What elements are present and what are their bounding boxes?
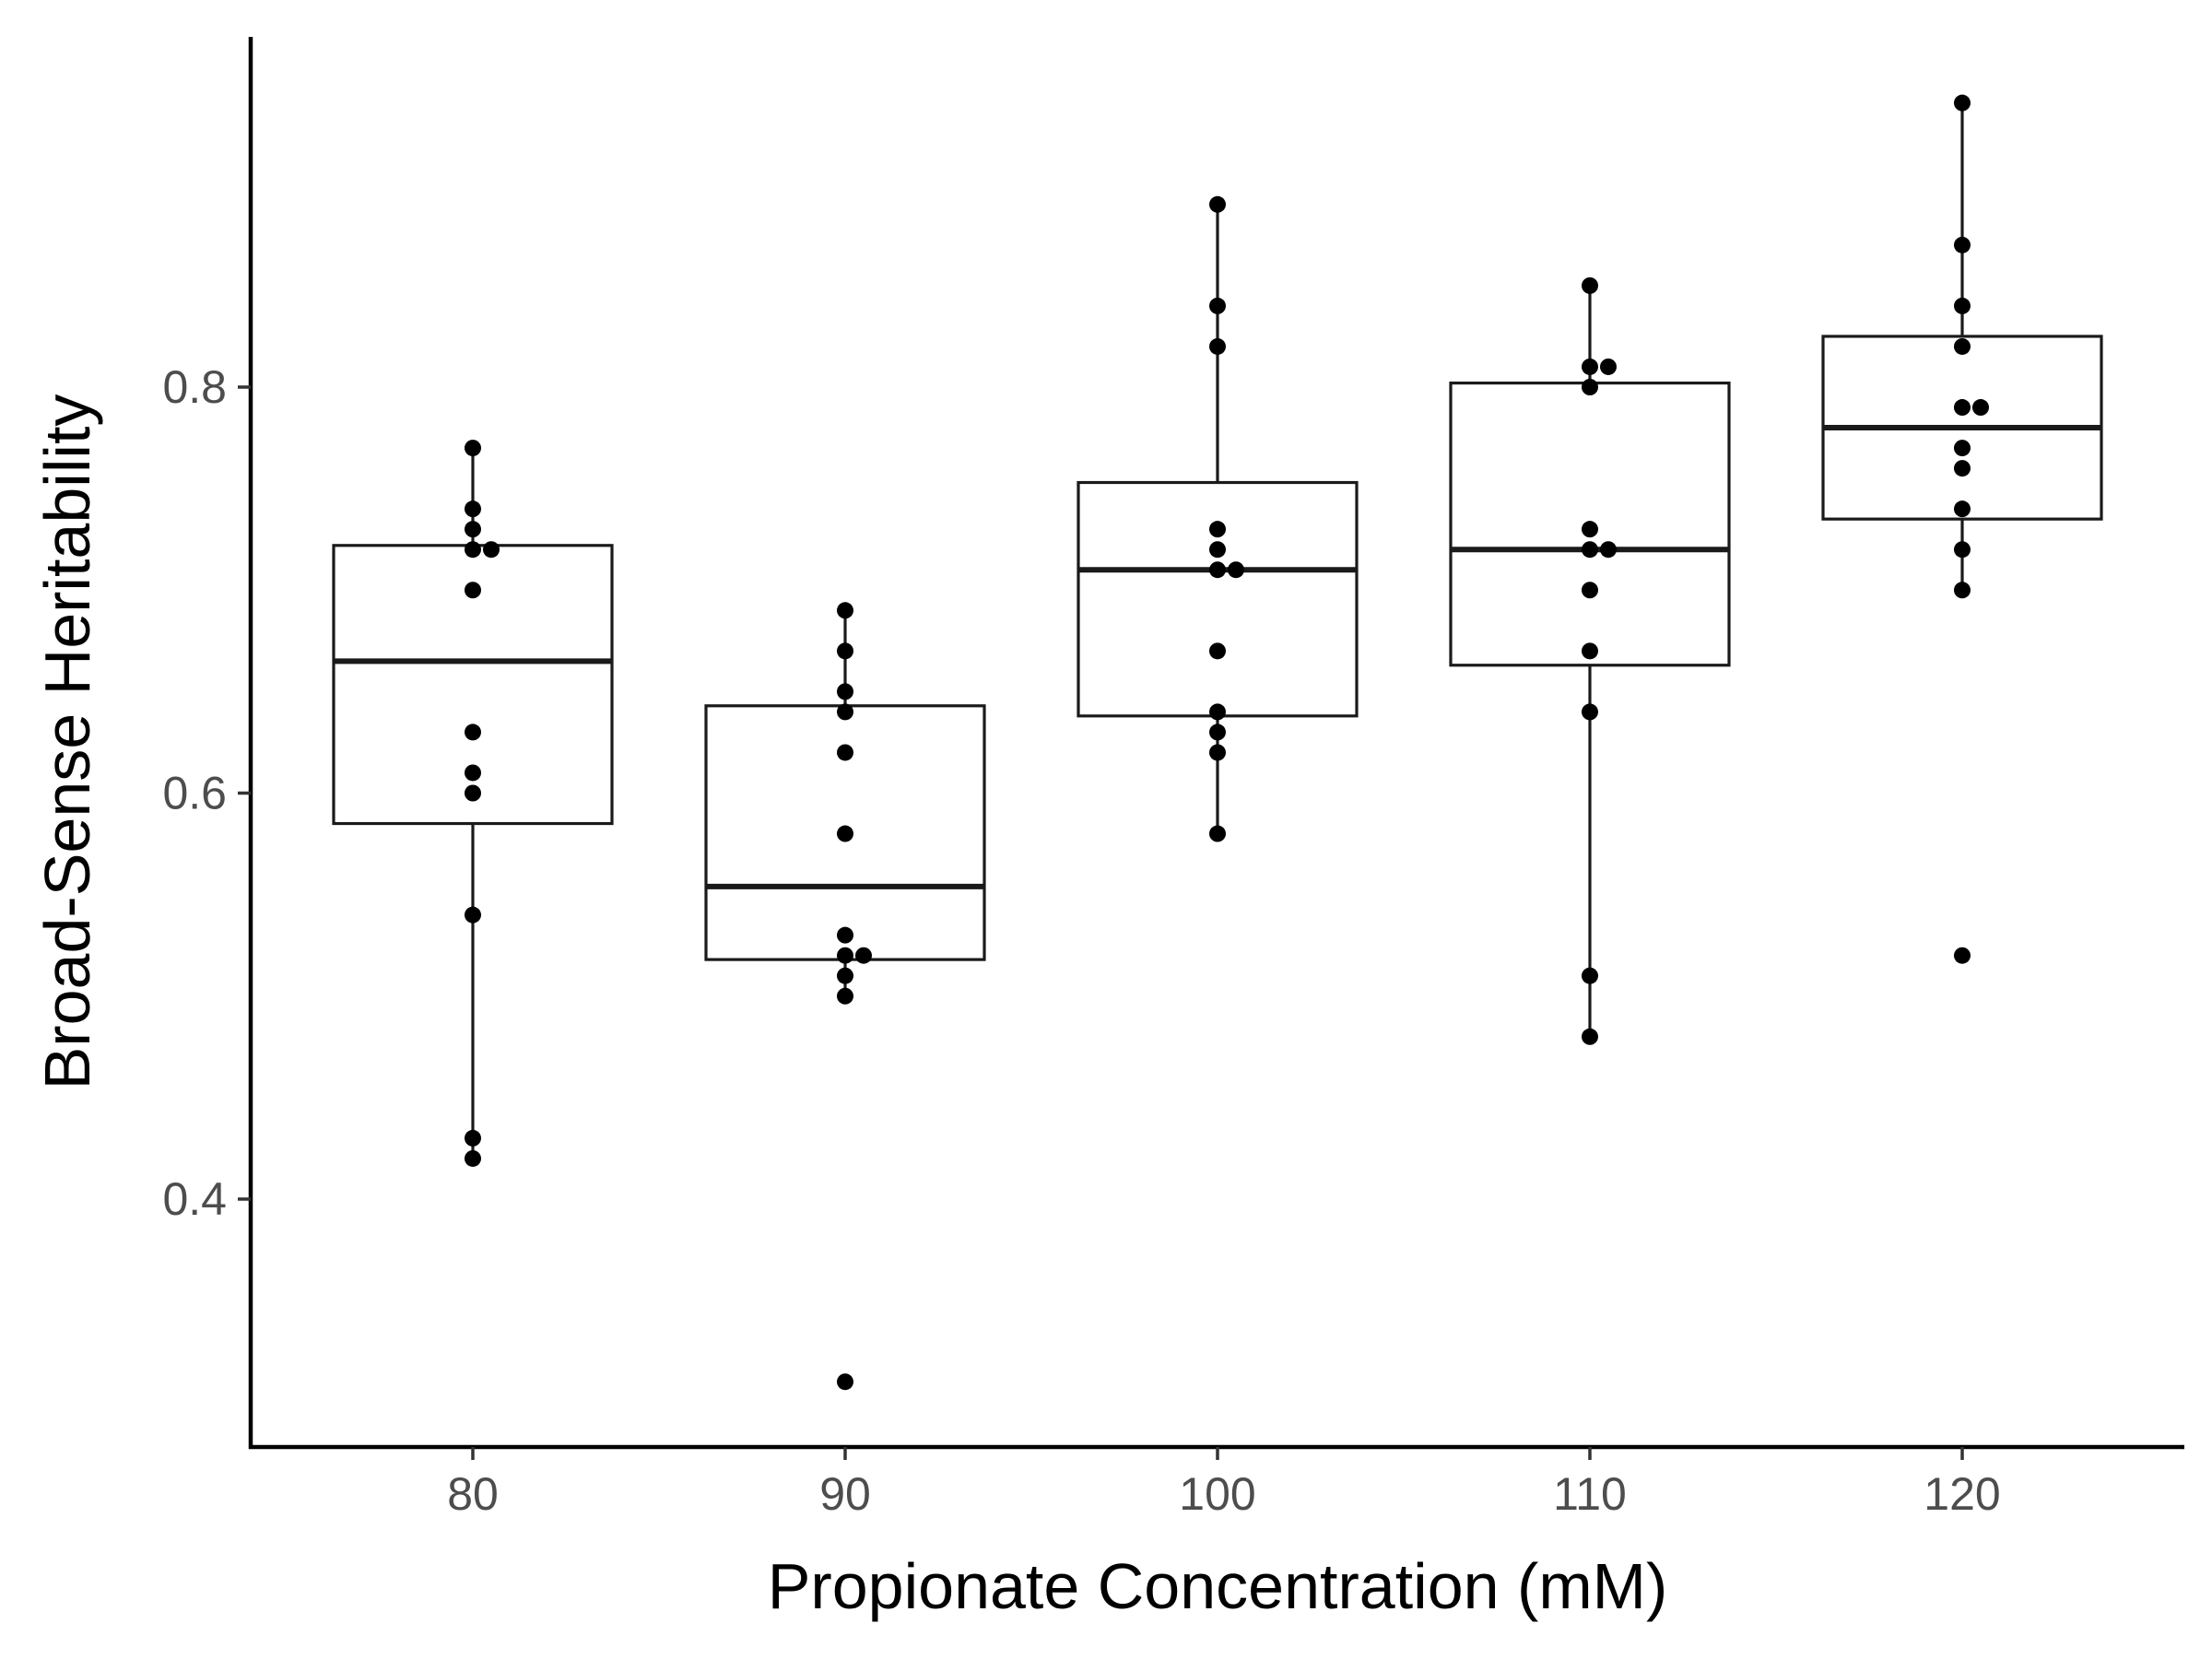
data-point xyxy=(1954,236,1971,253)
x-tick-label: 110 xyxy=(1553,1468,1627,1520)
ticks-layer: 0.4 0.6 0.8 80 90 100 110 120 xyxy=(162,361,2000,1520)
data-point xyxy=(837,703,853,721)
data-point xyxy=(1954,440,1971,457)
data-point xyxy=(465,1149,481,1167)
x-tick-label: 100 xyxy=(1179,1468,1255,1520)
data-point xyxy=(465,724,481,741)
points-layer xyxy=(465,94,1989,1391)
data-point xyxy=(465,582,481,599)
data-point xyxy=(465,440,481,457)
data-point xyxy=(1209,724,1226,741)
data-point xyxy=(465,764,481,782)
data-point xyxy=(1582,521,1598,538)
data-point xyxy=(1582,642,1598,660)
data-point xyxy=(837,683,853,700)
data-point xyxy=(1209,744,1226,761)
y-tick-label: 0.4 xyxy=(162,1173,227,1225)
y-tick-label: 0.8 xyxy=(162,361,227,413)
data-point xyxy=(1209,337,1226,355)
data-point xyxy=(1582,541,1598,559)
data-point xyxy=(465,541,481,559)
data-point xyxy=(1954,500,1971,518)
y-axis-title: Broad-Sense Heritability xyxy=(31,394,103,1090)
data-point xyxy=(1209,825,1226,842)
data-point xyxy=(1209,541,1226,559)
data-point xyxy=(1600,541,1617,559)
data-point xyxy=(837,825,853,842)
data-point xyxy=(1954,541,1971,559)
data-point xyxy=(837,744,853,761)
data-point xyxy=(1954,947,1971,964)
data-point xyxy=(1600,358,1617,375)
data-point xyxy=(837,1373,853,1391)
data-point xyxy=(1954,297,1971,314)
data-point xyxy=(1954,94,1971,112)
data-point xyxy=(1582,379,1598,395)
x-tick-label: 120 xyxy=(1924,1468,2000,1520)
y-tick-label: 0.6 xyxy=(162,768,227,819)
data-point xyxy=(855,947,872,964)
data-point xyxy=(837,642,853,660)
data-point xyxy=(465,521,481,538)
data-point xyxy=(1209,642,1226,660)
data-point xyxy=(1954,399,1971,417)
data-point xyxy=(837,602,853,619)
data-point xyxy=(1228,561,1244,579)
data-point xyxy=(1209,561,1226,579)
x-tick-label: 80 xyxy=(447,1468,499,1520)
boxes-layer xyxy=(332,102,2103,1159)
data-point xyxy=(1582,582,1598,599)
data-point xyxy=(1209,703,1226,721)
data-point xyxy=(465,906,481,924)
data-point xyxy=(837,926,853,944)
data-point xyxy=(1582,1028,1598,1045)
data-point xyxy=(1582,358,1598,375)
data-point xyxy=(1209,521,1226,538)
box xyxy=(1077,480,1359,718)
data-point xyxy=(465,784,481,802)
x-tick-label: 90 xyxy=(819,1468,871,1520)
x-axis-title: Propionate Concentration (mM) xyxy=(768,1550,1668,1622)
data-point xyxy=(837,967,853,984)
data-point xyxy=(1582,967,1598,984)
data-point xyxy=(1954,582,1971,599)
data-point xyxy=(1209,297,1226,314)
box-group-110 xyxy=(1449,285,1731,1037)
data-point xyxy=(1209,195,1226,213)
data-point xyxy=(837,947,853,964)
data-point xyxy=(1582,703,1598,721)
data-point xyxy=(1954,337,1971,355)
data-point xyxy=(1954,460,1971,477)
data-point xyxy=(465,500,481,518)
data-point xyxy=(483,541,500,559)
data-point xyxy=(837,987,853,1005)
data-point xyxy=(465,1129,481,1147)
data-point xyxy=(1582,276,1598,294)
box-group-120 xyxy=(1821,102,2103,591)
data-point xyxy=(1972,399,1989,417)
